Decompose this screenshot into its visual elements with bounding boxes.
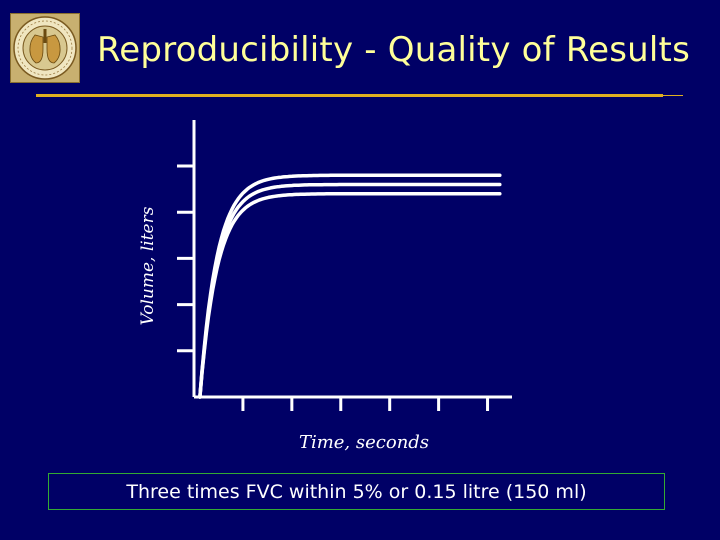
slide-title: Reproducibility - Quality of Results xyxy=(97,30,691,70)
y-axis-label: Volume, liters xyxy=(138,206,158,326)
fvc-curve-2 xyxy=(198,182,502,399)
x-axis-label: Time, seconds xyxy=(298,432,430,453)
fvc-curve-3 xyxy=(198,191,502,399)
university-seal-icon xyxy=(10,13,80,83)
fvc-curve-1 xyxy=(198,173,502,399)
caption-box: Three times FVC within 5% or 0.15 litre … xyxy=(48,473,665,510)
title-underline xyxy=(36,94,663,97)
chart-axes xyxy=(177,120,512,411)
chart-curves xyxy=(198,173,502,399)
caption-text: Three times FVC within 5% or 0.15 litre … xyxy=(126,480,587,503)
title-underline-tail xyxy=(663,95,683,96)
